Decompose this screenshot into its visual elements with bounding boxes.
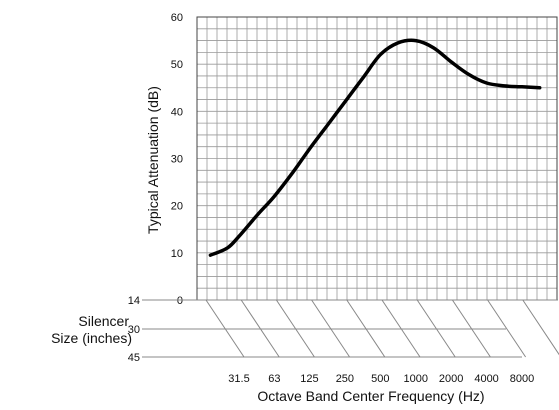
y-axis-ticks: 0 10 20 30 40 50 60: [171, 12, 183, 307]
size-diagonal-line: [416, 299, 456, 358]
x-tick-label: 63: [268, 373, 280, 385]
chart-grid: [197, 17, 557, 300]
y-tick-label: 10: [171, 248, 183, 260]
x-axis-ticks: 31.5 63 125 250 500 1000 2000 4000 8000: [228, 373, 534, 385]
size-row-label: 30: [128, 324, 140, 336]
size-diagonal-line: [346, 299, 386, 358]
y-tick-label: 30: [171, 154, 183, 166]
y-tick-label: 60: [171, 12, 183, 24]
series-line: [208, 38, 542, 257]
x-tick-label: 31.5: [228, 373, 249, 385]
y-tick-label: 50: [171, 59, 183, 71]
x-tick-label: 500: [371, 373, 389, 385]
y-tick-label: 20: [171, 201, 183, 213]
size-diagonal-line: [205, 299, 245, 358]
x-tick-label: 8000: [510, 373, 534, 385]
y-tick-label: 0: [177, 295, 183, 307]
size-diagonal-line: [275, 299, 315, 358]
silencer-label-line1: Silencer: [78, 313, 129, 329]
x-tick-label: 250: [336, 373, 354, 385]
silencer-size-grid: 14 30 45: [128, 295, 559, 364]
x-tick-label: 125: [300, 373, 318, 385]
size-row-label: 14: [128, 295, 140, 307]
x-tick-label: 1000: [403, 373, 427, 385]
x-tick-label: 2000: [439, 373, 463, 385]
size-diagonal-line: [522, 299, 559, 356]
y-axis-label: Typical Attenuation (dB): [145, 86, 161, 234]
size-row-label: 45: [128, 352, 140, 364]
size-diagonal-line: [451, 299, 491, 358]
size-diagonal-line: [240, 299, 280, 358]
y-tick-label: 40: [171, 106, 183, 118]
attenuation-curve: [208, 38, 542, 257]
size-diagonal-line: [381, 299, 421, 358]
silencer-label-line2: Size (inches): [51, 330, 132, 346]
size-diagonal-line: [311, 299, 351, 358]
x-axis-label: Octave Band Center Frequency (Hz): [257, 388, 484, 404]
x-tick-label: 4000: [474, 373, 498, 385]
size-diagonal-line: [487, 299, 527, 358]
